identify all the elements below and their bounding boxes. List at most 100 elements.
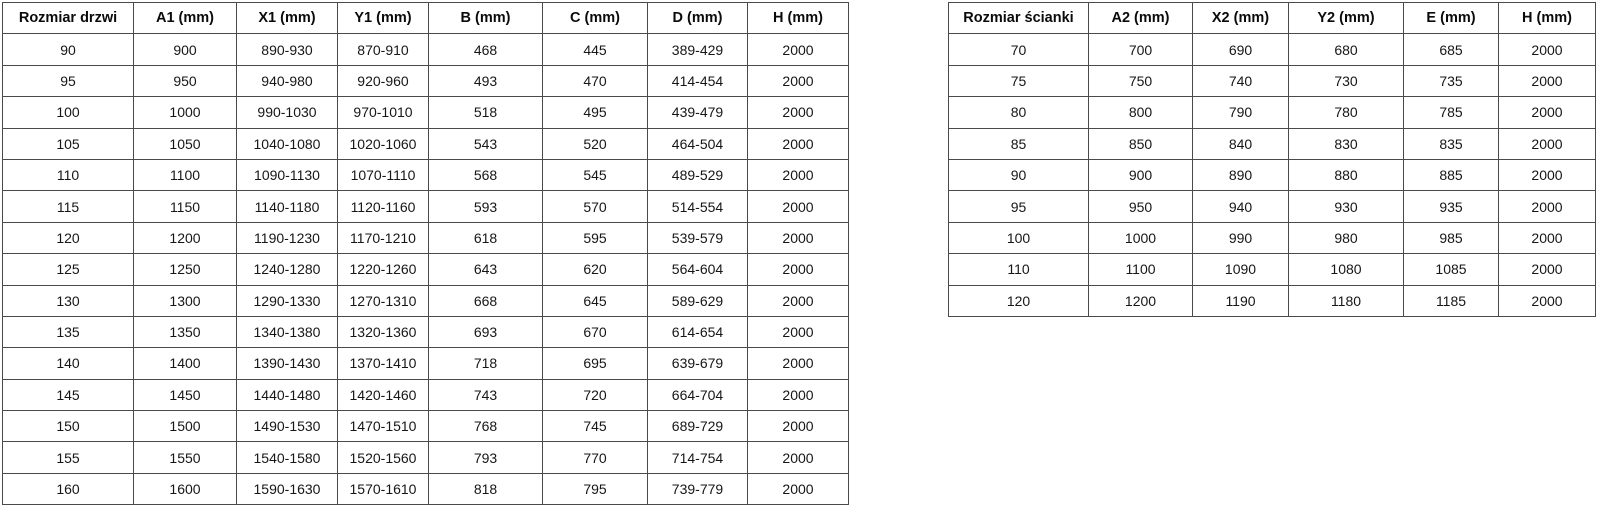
table-cell: 1080 (1288, 253, 1404, 286)
table-cell: 539-579 (647, 221, 748, 255)
table-cell: 1290-1330 (236, 284, 338, 317)
table-cell: 1000 (133, 96, 237, 129)
table-cell: 793 (428, 441, 543, 474)
table-cell: 115 (2, 190, 134, 223)
table-cell: 790 (1192, 96, 1289, 129)
table-cell: 589-629 (647, 284, 748, 317)
table-cell: 470 (542, 64, 648, 98)
table-cell: 80 (948, 96, 1089, 129)
table-cell: 2000 (747, 64, 849, 98)
table-cell: 1085 (1403, 253, 1499, 286)
table-cell: 95 (948, 190, 1089, 223)
table-cell: 2000 (1498, 253, 1596, 286)
table-cell: 2000 (1498, 190, 1596, 223)
table-cell: 1100 (133, 158, 237, 192)
header-row: Rozmiar ścianki A2 (mm) X2 (mm) Y2 (mm) E (m… (948, 1, 1596, 35)
table-cell: 2000 (747, 410, 849, 443)
table-cell: 95 (2, 64, 134, 98)
table-cell: 155 (2, 441, 134, 474)
table-cell: 2000 (747, 190, 849, 223)
table-cell: 1270-1310 (337, 284, 429, 317)
table-cell: 770 (542, 441, 648, 474)
table-cell: 950 (1088, 190, 1193, 223)
table-cell: 920-960 (337, 64, 429, 98)
table-cell: 950 (133, 64, 237, 98)
table-cell: 1550 (133, 441, 237, 474)
table-cell: 840 (1192, 127, 1289, 160)
table-cell: 735 (1403, 64, 1499, 98)
table-row: 120 1200 1190-1230 1170-1210 618 595 539-579 20… (2, 221, 849, 255)
table-cell: 150 (2, 410, 134, 443)
table-cell: 618 (428, 221, 543, 255)
table-cell: 685 (1403, 33, 1499, 66)
table-row: 110 1100 1090 1080 1085 2000 (948, 253, 1596, 286)
table-row: 95 950 940 930 935 2000 (948, 190, 1596, 223)
table-cell: 518 (428, 96, 543, 129)
table-cell: 1590-1630 (236, 472, 338, 506)
table-cell: 110 (948, 253, 1089, 286)
table-cell: 100 (2, 96, 134, 129)
table-cell: 140 (2, 347, 134, 380)
column-header: E (mm) (1403, 1, 1499, 35)
table-cell: 520 (542, 127, 648, 160)
table-cell: 2000 (1498, 284, 1596, 317)
table-cell: 1090-1130 (236, 158, 338, 192)
table-cell: 980 (1288, 221, 1404, 255)
table-cell: 818 (428, 472, 543, 506)
table-cell: 940 (1192, 190, 1289, 223)
table-row: 75 750 740 730 735 2000 (948, 64, 1596, 98)
table-cell: 835 (1403, 127, 1499, 160)
table-cell: 1540-1580 (236, 441, 338, 474)
table-cell: 1250 (133, 253, 237, 286)
table-cell: 1180 (1288, 284, 1404, 317)
header-row: Rozmiar drzwi A1 (mm) X1 (mm) Y1 (mm) B (mm)… (2, 1, 849, 35)
table-cell: 780 (1288, 96, 1404, 129)
table-cell: 90 (948, 158, 1089, 192)
table-cell: 1190 (1192, 284, 1289, 317)
table-cell: 743 (428, 378, 543, 412)
table-cell: 564-604 (647, 253, 748, 286)
column-header: Y2 (mm) (1288, 1, 1404, 35)
table-cell: 2000 (747, 284, 849, 317)
table-cell: 1185 (1403, 284, 1499, 317)
table-cell: 768 (428, 410, 543, 443)
table-cell: 1420-1460 (337, 378, 429, 412)
table-row: 110 1100 1090-1130 1070-1110 568 545 489-529 20… (2, 158, 849, 192)
table-cell: 514-554 (647, 190, 748, 223)
table-cell: 2000 (1498, 33, 1596, 66)
table-cell: 745 (542, 410, 648, 443)
table-cell: 785 (1403, 96, 1499, 129)
table-cell: 643 (428, 253, 543, 286)
table-row: 90 900 890 880 885 2000 (948, 158, 1596, 192)
table-cell: 900 (1088, 158, 1193, 192)
table-cell: 1040-1080 (236, 127, 338, 160)
table-cell: 890 (1192, 158, 1289, 192)
table-row: 80 800 790 780 785 2000 (948, 96, 1596, 129)
table-cell: 2000 (747, 96, 849, 129)
table-row: 70 700 690 680 685 2000 (948, 33, 1596, 66)
table-cell: 2000 (1498, 127, 1596, 160)
table-cell: 105 (2, 127, 134, 160)
table-cell: 593 (428, 190, 543, 223)
table-cell: 495 (542, 96, 648, 129)
table-row: 145 1450 1440-1480 1420-1460 743 720 664-704 20… (2, 378, 849, 412)
table-cell: 739-779 (647, 472, 748, 506)
table-cell: 1470-1510 (337, 410, 429, 443)
table-cell: 543 (428, 127, 543, 160)
table-cell: 1400 (133, 347, 237, 380)
table-row: 155 1550 1540-1580 1520-1560 793 770 714-754 20… (2, 441, 849, 474)
wall-size-table: Rozmiar ścianki A2 (mm) X2 (mm) Y2 (mm) E (m… (948, 1, 1596, 317)
table-row: 140 1400 1390-1430 1370-1410 718 695 639-679 20… (2, 347, 849, 380)
table-cell: 2000 (1498, 221, 1596, 255)
table-cell: 85 (948, 127, 1089, 160)
table-cell: 830 (1288, 127, 1404, 160)
table-cell: 670 (542, 315, 648, 349)
table-cell: 1440-1480 (236, 378, 338, 412)
table-cell: 1090 (1192, 253, 1289, 286)
table-cell: 493 (428, 64, 543, 98)
table-cell: 110 (2, 158, 134, 192)
table-cell: 614-654 (647, 315, 748, 349)
table-cell: 1200 (133, 221, 237, 255)
table-cell: 900 (133, 33, 237, 66)
table-cell: 1100 (1088, 253, 1193, 286)
